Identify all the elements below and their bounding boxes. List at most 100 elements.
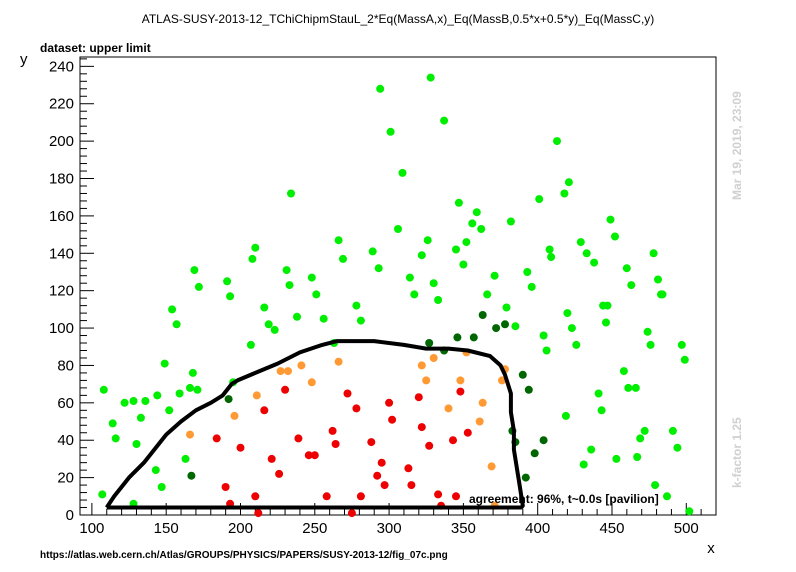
- data-point-orange: [230, 411, 239, 420]
- data-point-bright-green: [643, 327, 652, 336]
- data-point-bright-green: [172, 320, 181, 329]
- data-point-red: [281, 385, 290, 394]
- data-point-bright-green: [611, 232, 619, 241]
- data-point-dark-green: [478, 311, 487, 319]
- data-point-red: [343, 389, 352, 398]
- x-tick-label: 500: [674, 520, 699, 537]
- data-point-red: [385, 398, 394, 407]
- data-point-bright-green: [459, 260, 468, 269]
- data-point-bright-green: [539, 331, 548, 340]
- data-point-bright-green: [619, 367, 628, 376]
- data-point-orange: [422, 376, 431, 385]
- data-point-orange: [417, 361, 426, 370]
- data-point-dark-green: [501, 320, 509, 329]
- data-point-bright-green: [293, 312, 301, 321]
- data-point-bright-green: [523, 268, 532, 276]
- data-point-red: [254, 509, 263, 518]
- data-point-bright-green: [141, 397, 150, 405]
- data-point-bright-green: [606, 215, 615, 224]
- data-point-bright-green: [542, 346, 551, 355]
- data-point-orange: [478, 398, 487, 407]
- y-tick-label: 100: [49, 320, 74, 337]
- data-point-dark-green: [425, 339, 434, 347]
- data-point-red: [463, 428, 472, 437]
- data-point-red: [347, 509, 356, 518]
- data-point-dark-green: [492, 324, 501, 333]
- data-point-bright-green: [658, 290, 667, 299]
- data-point-orange: [284, 367, 292, 376]
- data-point-bright-green: [194, 282, 203, 291]
- data-point-orange: [475, 417, 484, 426]
- data-point-bright-green: [429, 279, 438, 288]
- data-point-bright-green: [246, 340, 255, 349]
- data-point-bright-green: [511, 322, 520, 331]
- data-point-orange: [334, 357, 343, 366]
- y-axis-label: y: [20, 51, 28, 68]
- data-point-bright-green: [472, 208, 481, 217]
- data-point-bright-green: [188, 368, 197, 377]
- y-tick-label: 200: [49, 133, 74, 150]
- y-tick-label: 20: [57, 470, 74, 487]
- data-point-bright-green: [597, 406, 606, 415]
- x-axis-label: x: [707, 540, 715, 557]
- data-point-bright-green: [560, 189, 569, 198]
- data-point-orange: [297, 361, 306, 370]
- data-point-dark-green: [187, 471, 196, 480]
- data-point-red: [434, 490, 443, 499]
- data-point-bright-green: [193, 385, 202, 394]
- data-point-bright-green: [506, 217, 515, 226]
- data-point-bright-green: [190, 266, 199, 275]
- data-point-bright-green: [111, 434, 120, 443]
- data-point-bright-green: [640, 426, 649, 435]
- data-point-bright-green: [264, 320, 273, 329]
- data-point-bright-green: [490, 271, 499, 280]
- data-point-bright-green: [260, 303, 269, 312]
- data-point-bright-green: [680, 355, 689, 364]
- data-point-red: [456, 387, 465, 396]
- data-point-red: [404, 464, 413, 473]
- y-tick-label: 160: [49, 208, 74, 225]
- data-point-bright-green: [319, 314, 328, 323]
- data-point-bright-green: [282, 266, 291, 275]
- y-tick-label: 0: [66, 507, 74, 524]
- data-point-orange: [498, 376, 506, 385]
- y-tick-label: 80: [57, 357, 74, 374]
- data-point-red: [373, 471, 382, 480]
- data-point-red: [352, 404, 361, 413]
- data-point-bright-green: [374, 264, 383, 273]
- data-point-red: [380, 481, 389, 490]
- data-point-bright-green: [248, 254, 257, 263]
- data-point-red: [417, 423, 426, 432]
- data-point-red: [221, 483, 230, 491]
- x-tick-label: 150: [154, 520, 179, 537]
- data-point-orange: [307, 378, 316, 387]
- data-point-bright-green: [270, 325, 279, 334]
- x-tick-label: 300: [377, 520, 402, 537]
- plot-frame: [79, 56, 717, 516]
- data-point-bright-green: [410, 290, 419, 299]
- data-point-orange: [487, 462, 496, 471]
- chart-title: ATLAS-SUSY-2013-12_TChiChipmStauL_2*Eq(M…: [142, 12, 655, 26]
- data-point-bright-green: [564, 178, 573, 187]
- data-point-bright-green: [186, 383, 194, 392]
- data-point-bright-green: [622, 264, 631, 273]
- data-point-bright-green: [405, 273, 414, 282]
- data-point-bright-green: [132, 440, 141, 448]
- data-point-bright-green: [603, 301, 612, 310]
- data-point-bright-green: [612, 454, 621, 463]
- data-point-bright-green: [168, 305, 177, 314]
- x-tick-label: 400: [525, 520, 550, 537]
- data-point-bright-green: [153, 391, 162, 400]
- data-point-bright-green: [129, 397, 138, 405]
- data-point-red: [388, 415, 397, 424]
- data-point-dark-green: [469, 333, 478, 342]
- data-point-bright-green: [120, 398, 129, 407]
- data-point-bright-green: [160, 359, 169, 368]
- data-point-red: [414, 393, 423, 402]
- data-point-red: [294, 434, 303, 443]
- data-point-red: [310, 451, 319, 460]
- data-point-orange: [444, 404, 453, 413]
- data-point-orange: [252, 391, 261, 400]
- data-point-bright-green: [624, 383, 633, 392]
- y-tick-label: 40: [57, 432, 74, 449]
